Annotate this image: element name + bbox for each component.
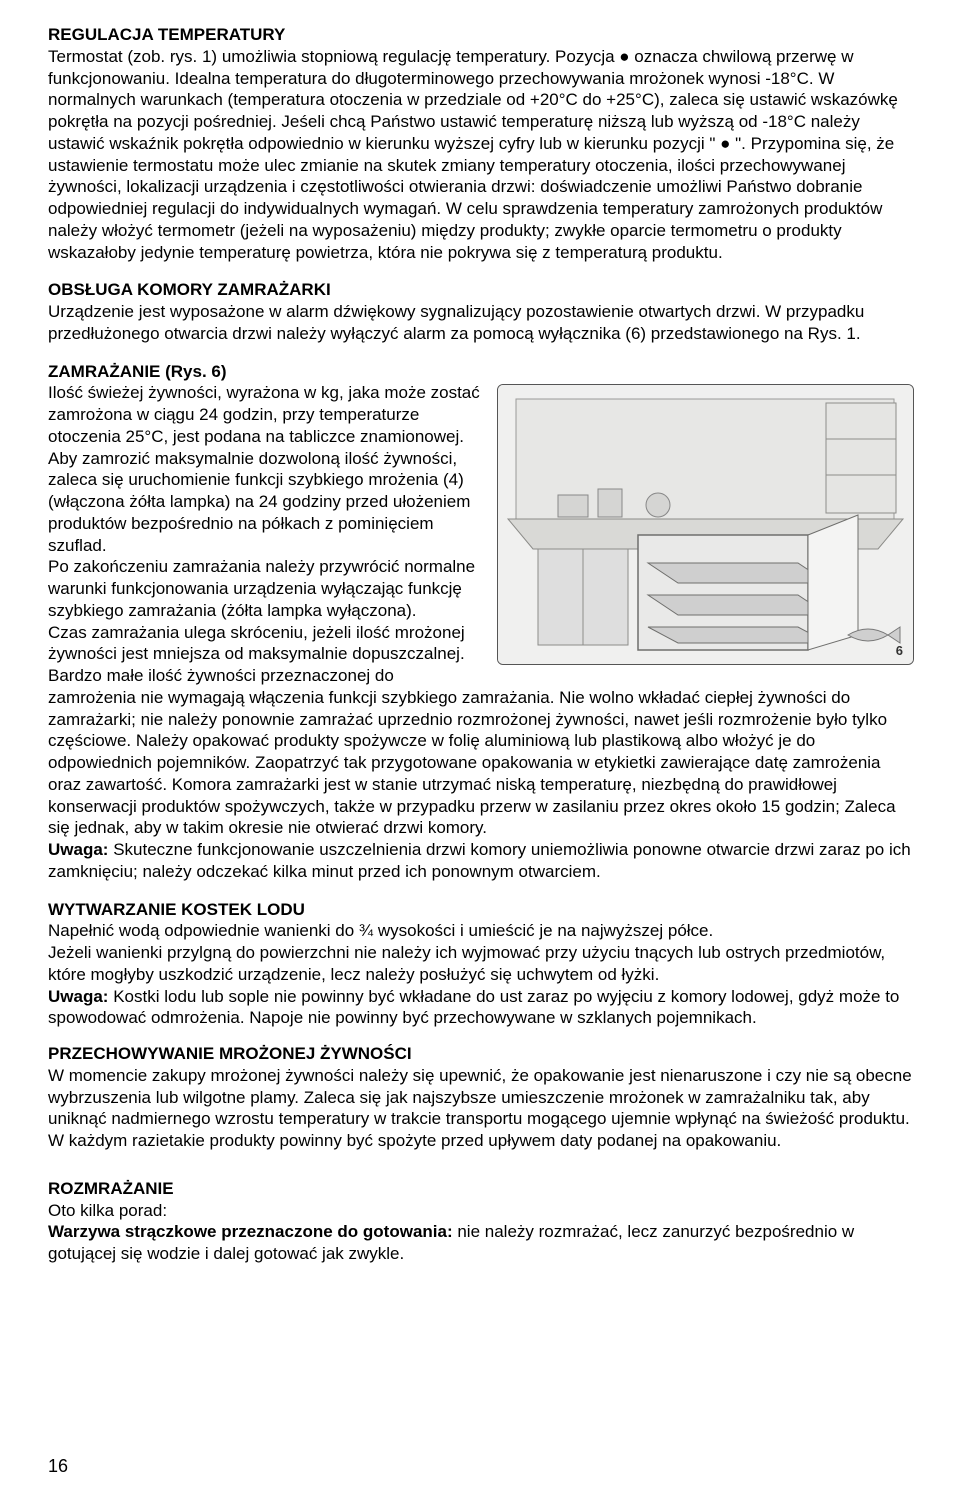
uwaga-zamrazanie: Uwaga: Skuteczne funkcjonowanie uszczeln… (48, 839, 914, 883)
figure-6-illustration (498, 385, 913, 664)
section-kostki-lodu: WYTWARZANIE KOSTEK LODU Napełnić wodą od… (48, 899, 914, 1030)
figure-6-label: 6 (896, 643, 903, 658)
heading-obsluga: OBSŁUGA KOMORY ZAMRAŻARKI (48, 279, 914, 301)
body-rozmrazanie: Warzywa strączkowe przeznaczone do gotow… (48, 1221, 914, 1265)
heading-przechowywanie: PRZECHOWYWANIE MROŻONEJ ŻYWNOŚCI (48, 1043, 914, 1065)
section-obsluga: OBSŁUGA KOMORY ZAMRAŻARKI Urządzenie jes… (48, 279, 914, 344)
uwaga-text-2: Kostki lodu lub sople nie powinny być wk… (48, 987, 899, 1028)
heading-regulacja: REGULACJA TEMPERATURY (48, 24, 914, 46)
uwaga-kostki: Uwaga: Kostki lodu lub sople nie powinny… (48, 986, 914, 1030)
section-regulacja: REGULACJA TEMPERATURY Termostat (zob. ry… (48, 24, 914, 263)
intro-rozmrazanie: Oto kilka porad: (48, 1200, 914, 1222)
heading-kostki: WYTWARZANIE KOSTEK LODU (48, 899, 914, 921)
heading-zamrazanie: ZAMRAŻANIE (Rys. 6) (48, 361, 914, 383)
body-regulacja: Termostat (zob. rys. 1) umożliwia stopni… (48, 46, 914, 264)
body-przechowywanie: W momencie zakupy mrożonej żywności nale… (48, 1065, 914, 1152)
uwaga-label: Uwaga: (48, 840, 108, 859)
heading-rozmrazanie: ROZMRAŻANIE (48, 1178, 914, 1200)
figure-6: 6 (497, 384, 914, 665)
uwaga-label-2: Uwaga: (48, 987, 108, 1006)
section-zamrazanie: ZAMRAŻANIE (Rys. 6) (48, 361, 914, 883)
section-rozmrazanie: ROZMRAŻANIE Oto kilka porad: Warzywa str… (48, 1178, 914, 1265)
document-page: REGULACJA TEMPERATURY Termostat (zob. ry… (0, 0, 960, 1499)
body-kostki: Napełnić wodą odpowiednie wanienki do ¾ … (48, 920, 914, 985)
page-number: 16 (48, 1456, 68, 1477)
bold-lead-rozmrazanie: Warzywa strączkowe przeznaczone do gotow… (48, 1222, 453, 1241)
uwaga-text: Skuteczne funkcjonowanie uszczelnienia d… (48, 840, 911, 881)
section-przechowywanie: PRZECHOWYWANIE MROŻONEJ ŻYWNOŚCI W momen… (48, 1043, 914, 1152)
body-obsluga: Urządzenie jest wyposażone w alarm dźwię… (48, 301, 914, 345)
